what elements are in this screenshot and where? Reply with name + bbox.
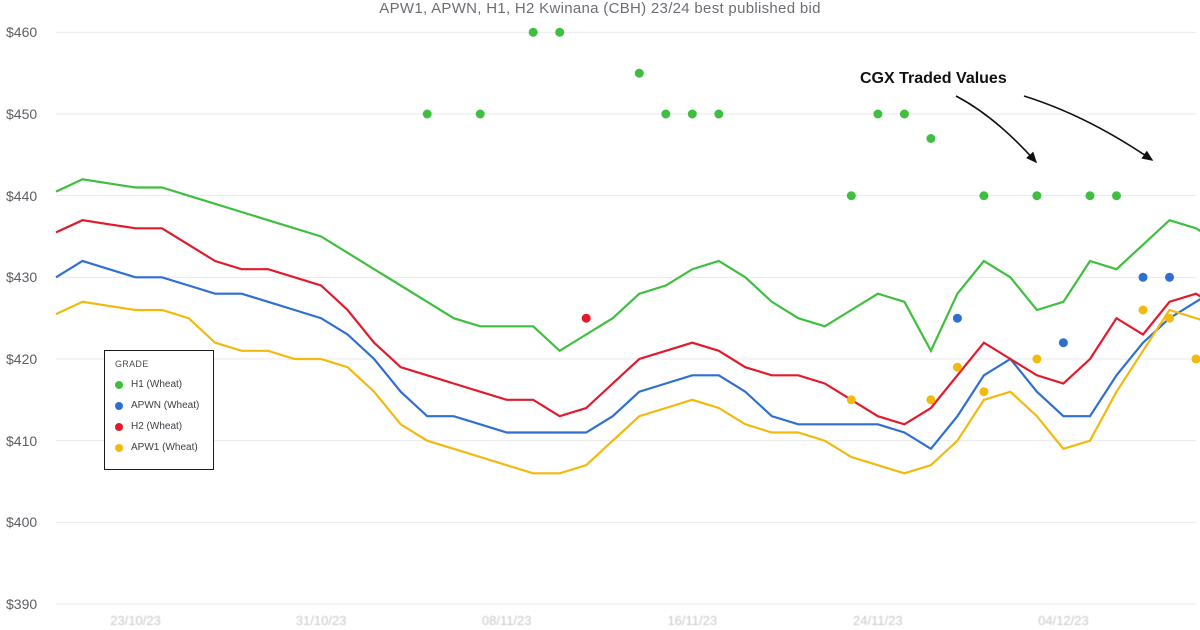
legend: GRADE H1 (Wheat) APWN (Wheat) H2 (Wheat) AP… xyxy=(104,350,214,470)
legend-dot-icon xyxy=(115,444,123,452)
series-line xyxy=(56,302,1200,474)
x-tick-label: 16/11/23 xyxy=(667,613,717,628)
legend-label: APW1 (Wheat) xyxy=(131,442,198,453)
traded-value-dot xyxy=(1032,355,1041,364)
legend-item: APW1 (Wheat) xyxy=(115,442,199,453)
y-tick-label: $420 xyxy=(6,351,37,367)
legend-item: H2 (Wheat) xyxy=(115,421,199,432)
cgx-annotation: CGX Traded Values xyxy=(860,70,1007,88)
legend-title: GRADE xyxy=(115,359,199,369)
traded-value-dot xyxy=(688,110,697,119)
annotation-arrow xyxy=(956,96,1036,162)
x-tick-label: 24/11/23 xyxy=(853,613,903,628)
traded-value-dot xyxy=(979,387,988,396)
traded-value-dot xyxy=(423,110,432,119)
traded-value-dot xyxy=(555,28,564,37)
y-tick-label: $440 xyxy=(6,188,37,204)
annotation-arrow xyxy=(1024,96,1152,160)
traded-value-dot xyxy=(1112,191,1121,200)
traded-value-dot xyxy=(847,395,856,404)
traded-value-dot xyxy=(714,110,723,119)
traded-value-dot xyxy=(1165,273,1174,282)
legend-item: H1 (Wheat) xyxy=(115,379,199,390)
chart-canvas xyxy=(0,0,1200,630)
traded-value-dot xyxy=(1139,273,1148,282)
traded-value-dot xyxy=(529,28,538,37)
traded-value-dot xyxy=(847,191,856,200)
traded-value-dot xyxy=(635,69,644,78)
legend-label: H2 (Wheat) xyxy=(131,421,182,432)
x-tick-label: 08/11/23 xyxy=(482,613,532,628)
y-tick-label: $460 xyxy=(6,24,37,40)
price-chart: APW1, APWN, H1, H2 Kwinana (CBH) 23/24 b… xyxy=(0,0,1200,630)
y-tick-label: $430 xyxy=(6,269,37,285)
legend-item: APWN (Wheat) xyxy=(115,400,199,411)
traded-value-dot xyxy=(979,191,988,200)
traded-value-dot xyxy=(926,134,935,143)
traded-value-dot xyxy=(476,110,485,119)
traded-value-dot xyxy=(926,395,935,404)
traded-value-dot xyxy=(1165,314,1174,323)
legend-label: H1 (Wheat) xyxy=(131,379,182,390)
y-tick-label: $400 xyxy=(6,514,37,530)
traded-value-dot xyxy=(1086,191,1095,200)
legend-dot-icon xyxy=(115,381,123,389)
traded-value-dot xyxy=(873,110,882,119)
traded-value-dot xyxy=(582,314,591,323)
traded-value-dot xyxy=(953,363,962,372)
traded-value-dot xyxy=(1139,306,1148,315)
traded-value-dot xyxy=(900,110,909,119)
traded-value-dot xyxy=(953,314,962,323)
y-tick-label: $450 xyxy=(6,106,37,122)
series-line xyxy=(56,261,1200,449)
y-tick-label: $410 xyxy=(6,433,37,449)
traded-value-dot xyxy=(1192,355,1200,364)
legend-dot-icon xyxy=(115,423,123,431)
traded-value-dot xyxy=(1032,191,1041,200)
traded-value-dot xyxy=(1059,338,1068,347)
x-tick-label: 04/12/23 xyxy=(1038,613,1089,628)
y-tick-label: $390 xyxy=(6,596,37,612)
series-line xyxy=(56,220,1200,424)
traded-value-dot xyxy=(661,110,670,119)
legend-dot-icon xyxy=(115,402,123,410)
legend-label: APWN (Wheat) xyxy=(131,400,199,411)
x-tick-label: 31/10/23 xyxy=(296,613,347,628)
x-tick-label: 23/10/23 xyxy=(110,613,161,628)
